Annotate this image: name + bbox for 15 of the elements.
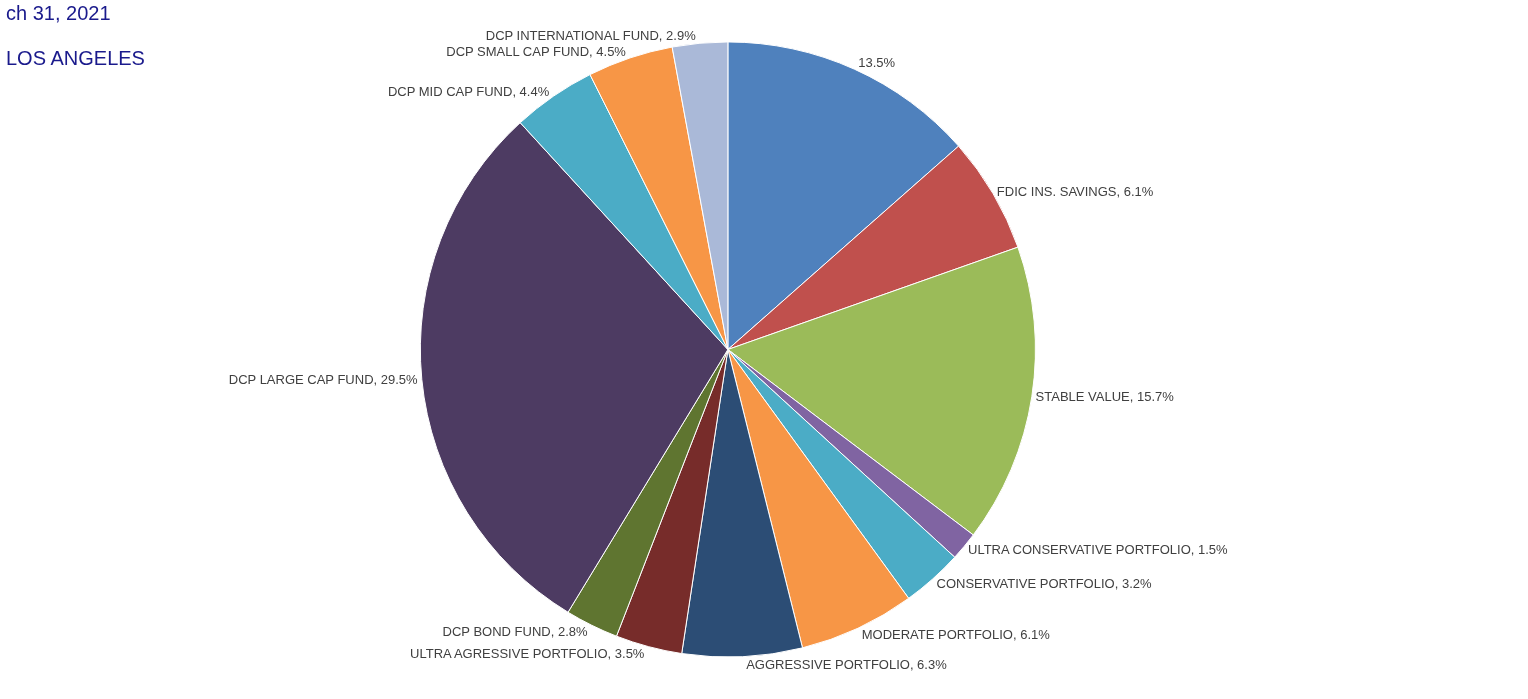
slice-label: AGGRESSIVE PORTFOLIO, 6.3% — [746, 656, 948, 672]
slice-label: DCP LARGE CAP FUND, 29.5% — [228, 371, 419, 387]
slice-label: DCP BOND FUND, 2.8% — [442, 623, 588, 639]
slice-label: STABLE VALUE, 15.7% — [1035, 389, 1175, 405]
slice-label: DCP SMALL CAP FUND, 4.5% — [446, 43, 627, 59]
slice-label: DCP MID CAP FUND, 4.4% — [387, 83, 550, 99]
data-label: 13.5% — [858, 55, 896, 71]
slice-label: CONSERVATIVE PORTFOLIO, 3.2% — [936, 575, 1152, 591]
text: ch 31, 2021 — [6, 2, 111, 24]
slice-label: DCP INTERNATIONAL FUND, 2.9% — [485, 28, 697, 44]
text: LOS ANGELES — [6, 47, 145, 69]
slice-label: ULTRA AGRESSIVE PORTFOLIO, 3.5% — [410, 646, 645, 662]
slice-label: ULTRA CONSERVATIVE PORTFOLIO, 1.5% — [968, 541, 1229, 557]
slice-label: FDIC INS. SAVINGS, 6.1% — [996, 184, 1154, 200]
slice-label: MODERATE PORTFOLIO, 6.1% — [861, 626, 1051, 642]
